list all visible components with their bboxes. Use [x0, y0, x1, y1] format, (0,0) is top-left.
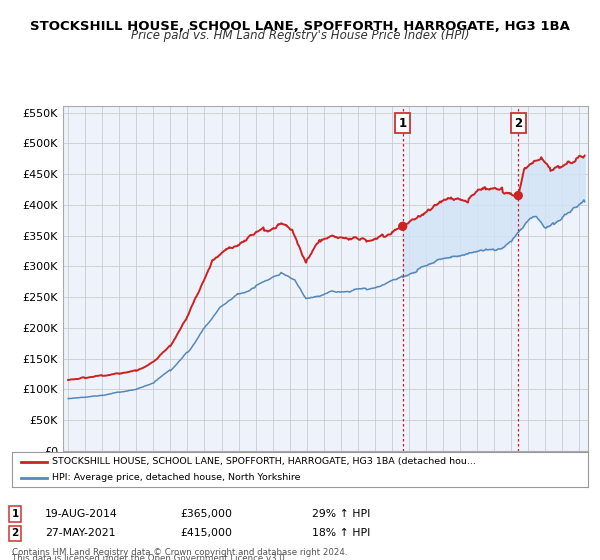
- Point: [398, 222, 407, 231]
- Text: HPI: Average price, detached house, North Yorkshire: HPI: Average price, detached house, Nort…: [52, 473, 301, 482]
- Text: 2: 2: [514, 116, 523, 129]
- Text: 1: 1: [398, 116, 407, 129]
- Text: 1: 1: [11, 509, 19, 519]
- Text: STOCKSHILL HOUSE, SCHOOL LANE, SPOFFORTH, HARROGATE, HG3 1BA (detached hou...: STOCKSHILL HOUSE, SCHOOL LANE, SPOFFORTH…: [52, 458, 476, 466]
- Text: Contains HM Land Registry data © Crown copyright and database right 2024.: Contains HM Land Registry data © Crown c…: [12, 548, 347, 557]
- Text: 27-MAY-2021: 27-MAY-2021: [45, 528, 115, 538]
- Text: £365,000: £365,000: [180, 509, 232, 519]
- Text: £415,000: £415,000: [180, 528, 232, 538]
- Text: Price paid vs. HM Land Registry's House Price Index (HPI): Price paid vs. HM Land Registry's House …: [131, 29, 469, 42]
- Text: 19-AUG-2014: 19-AUG-2014: [45, 509, 118, 519]
- Text: 29% ↑ HPI: 29% ↑ HPI: [312, 509, 370, 519]
- Text: 2: 2: [11, 528, 19, 538]
- Text: STOCKSHILL HOUSE, SCHOOL LANE, SPOFFORTH, HARROGATE, HG3 1BA: STOCKSHILL HOUSE, SCHOOL LANE, SPOFFORTH…: [30, 20, 570, 32]
- Text: 18% ↑ HPI: 18% ↑ HPI: [312, 528, 370, 538]
- Point: [514, 191, 523, 200]
- Text: This data is licensed under the Open Government Licence v3.0.: This data is licensed under the Open Gov…: [12, 554, 287, 560]
